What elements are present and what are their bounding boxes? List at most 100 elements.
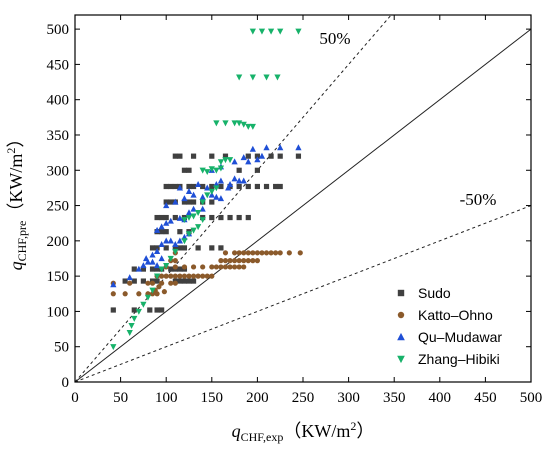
data-point [126, 274, 133, 281]
data-point [131, 307, 137, 313]
y-tick-label: 50 [54, 340, 69, 356]
x-tick-label: 300 [337, 390, 360, 406]
data-point [263, 250, 270, 256]
data-point [274, 74, 281, 81]
series-zhang-hibiki [110, 28, 302, 351]
data-point [185, 231, 193, 238]
y-tick-label: 350 [47, 128, 70, 144]
data-point [240, 177, 247, 184]
data-point [168, 273, 174, 279]
data-point [163, 219, 170, 226]
data-point [218, 245, 224, 251]
data-point [186, 199, 192, 205]
data-point [181, 273, 188, 279]
data-point [172, 198, 179, 205]
x-tick-label: 400 [429, 390, 452, 406]
x-axis-title-subscript: CHF,exp [241, 430, 284, 444]
data-point [172, 248, 179, 255]
plot-area [74, 14, 532, 383]
data-point [204, 169, 211, 176]
legend: Sudo Katto–Ohno Qu–Mudawar Zhang–Hibiki [397, 285, 502, 367]
x-tick-label: 0 [71, 390, 79, 406]
data-point [218, 264, 224, 270]
data-point [236, 183, 242, 190]
data-point [267, 28, 275, 35]
data-point [172, 214, 178, 221]
data-point [149, 258, 156, 265]
data-point [159, 280, 165, 286]
data-point [163, 183, 169, 190]
data-point [245, 258, 251, 264]
data-point [154, 278, 160, 284]
data-point [190, 183, 197, 190]
data-point [163, 237, 170, 244]
data-point [277, 144, 284, 151]
data-point [268, 250, 274, 256]
data-point [254, 250, 260, 256]
y-tick-label: 200 [47, 234, 70, 250]
data-point [190, 153, 197, 159]
x-axis-title-unit: （KW/m [283, 421, 350, 441]
data-point [168, 280, 174, 286]
data-point [273, 250, 279, 256]
data-point [277, 153, 283, 159]
data-point [181, 278, 188, 284]
y-tick-label: 0 [62, 375, 70, 391]
data-point [190, 199, 197, 205]
data-point [236, 258, 242, 264]
data-point [149, 280, 156, 286]
data-point [122, 291, 128, 297]
data-point [222, 157, 229, 164]
data-point [159, 307, 165, 313]
y-axis-title-unit-close: ） [6, 130, 26, 148]
legend-label: Sudo [418, 285, 451, 301]
y-tick-label: 450 [47, 57, 70, 73]
data-point [231, 120, 238, 127]
data-point [154, 307, 160, 313]
data-point [222, 250, 229, 256]
data-point [236, 177, 243, 184]
x-tick-label: 250 [292, 390, 315, 406]
data-point [195, 245, 201, 251]
data-point [295, 153, 302, 159]
data-point [149, 266, 156, 272]
legend-label: Katto–Ohno [418, 307, 493, 323]
reference-line [75, 28, 531, 382]
data-point [153, 273, 161, 280]
x-tick-label: 200 [246, 390, 269, 406]
data-point [249, 74, 256, 81]
data-point [236, 167, 242, 173]
data-point [186, 273, 192, 279]
data-point [161, 289, 167, 295]
data-point [140, 262, 147, 269]
data-point [158, 240, 165, 247]
data-point [159, 273, 165, 279]
data-point [236, 74, 243, 81]
y-tick-label: 300 [47, 163, 70, 179]
series-qu-mudawar [110, 144, 302, 288]
data-point [110, 291, 116, 297]
data-point [185, 188, 193, 195]
y-axis-title-symbol: q [6, 261, 26, 270]
data-point [154, 266, 160, 272]
data-point [231, 158, 238, 165]
y-tick-label: 400 [47, 93, 70, 109]
data-point [172, 280, 178, 286]
data-point [128, 322, 135, 329]
data-point [153, 248, 161, 255]
data-point [209, 245, 215, 251]
legend-marker [397, 355, 405, 364]
reference-line-label: 50% [319, 29, 350, 48]
y-axis-title: qCHF,pre（KW/m2） [4, 130, 29, 271]
data-point [241, 264, 247, 270]
data-point [200, 264, 206, 270]
data-point [136, 291, 142, 297]
data-point [245, 214, 251, 221]
data-point [177, 273, 183, 279]
data-point [218, 258, 224, 264]
data-point [163, 273, 169, 279]
data-point [144, 294, 152, 301]
data-point [135, 308, 142, 315]
data-point [181, 167, 188, 173]
data-point [195, 210, 202, 216]
